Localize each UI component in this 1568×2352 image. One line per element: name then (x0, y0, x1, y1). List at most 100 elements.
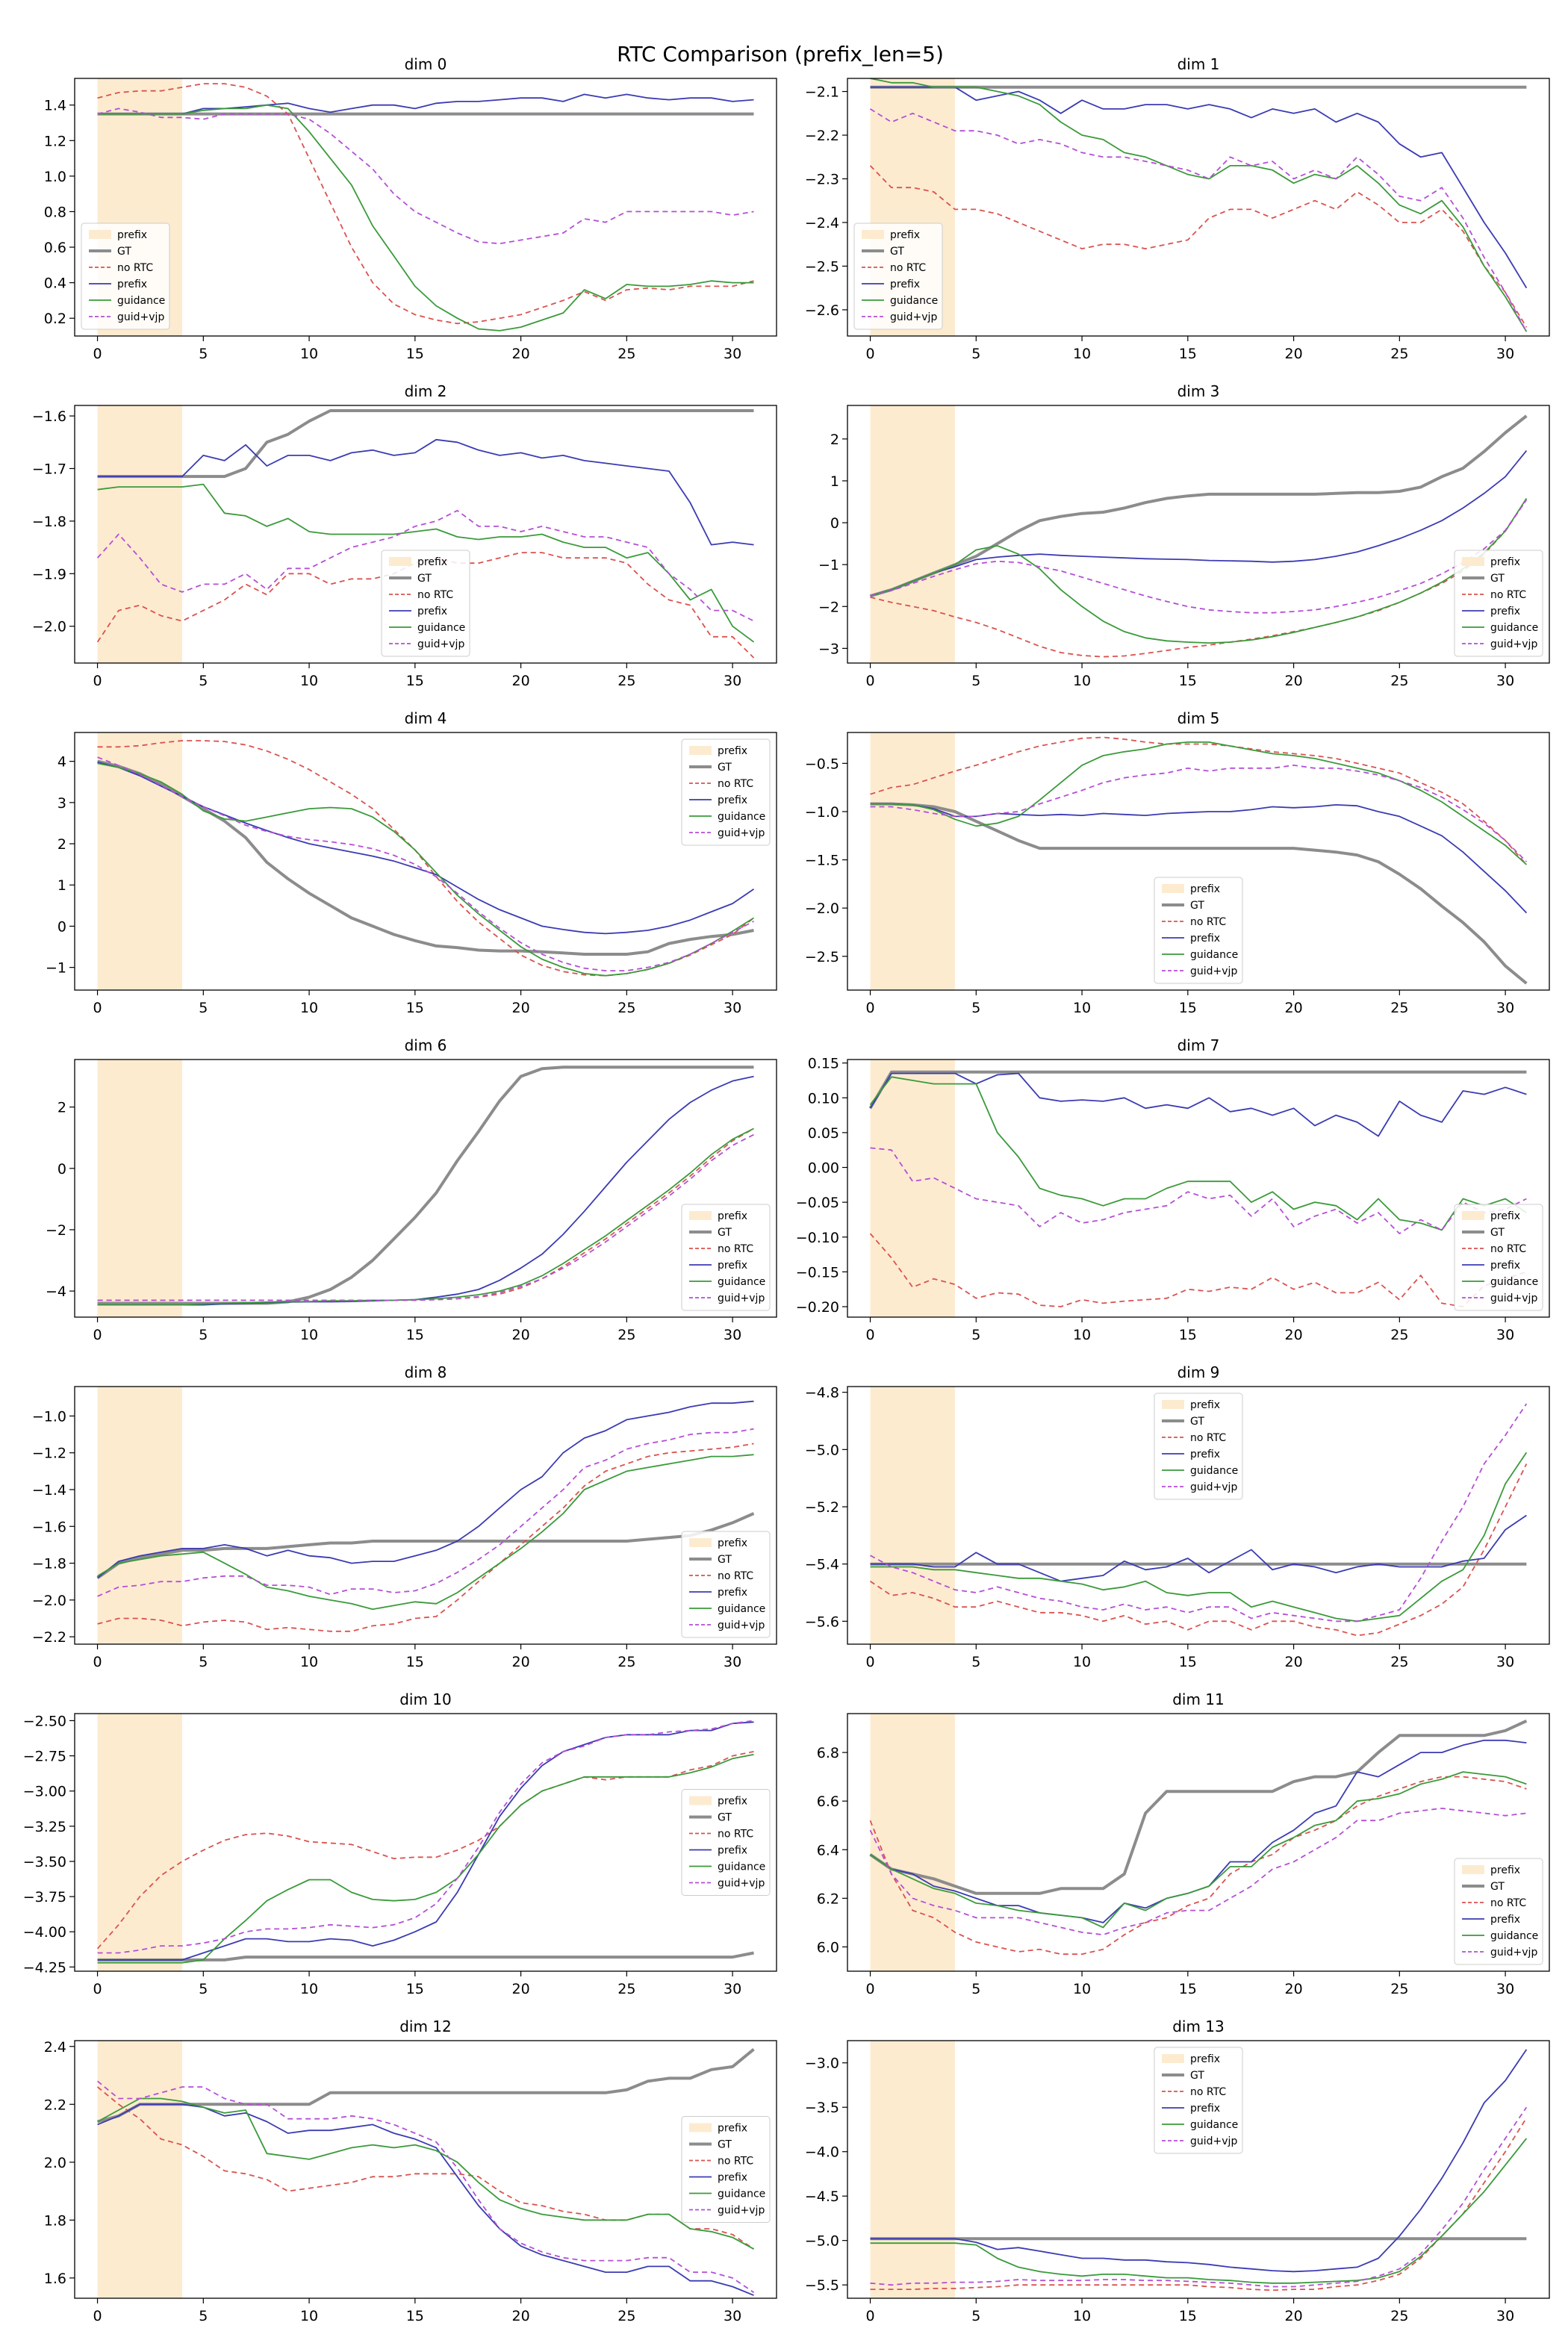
y-tick-label: −2.6 (805, 302, 839, 319)
y-tick-label: 1.0 (44, 169, 66, 185)
y-tick-label: −2.0 (32, 619, 66, 635)
y-tick-label: 2.4 (44, 2039, 66, 2056)
x-tick-label: 5 (971, 346, 980, 362)
x-tick-label: 15 (406, 2308, 424, 2324)
x-tick-label: 10 (1073, 1654, 1091, 1670)
y-tick-label: −5.6 (805, 1614, 839, 1630)
legend-label: guid+vjp (718, 827, 765, 839)
x-tick-label: 5 (971, 673, 980, 689)
legend: prefix GT no RTC prefix guidance guid+vjp (81, 223, 170, 330)
x-tick-label: 25 (617, 346, 635, 362)
x-tick-label: 0 (93, 2308, 102, 2324)
x-tick-label: 10 (300, 1981, 318, 1997)
x-tick-label: 25 (617, 2308, 635, 2324)
series-line-guid-vjp (96, 509, 754, 622)
subplot-2: dim 2 0 5 10 15 20 25 30 −2.0 −1.9 −1.8 −1.7 −1.6 pre… (32, 382, 777, 689)
series-line-guidance (97, 1753, 754, 1964)
series-line-prefix (97, 438, 754, 546)
legend-label: no RTC (417, 589, 453, 601)
y-tick-label: 0.4 (44, 276, 66, 292)
legend-label: GT (1190, 1416, 1204, 1428)
y-tick-label: −0.20 (796, 1299, 839, 1316)
legend-label: prefix (417, 556, 447, 568)
legend-label: guidance (117, 295, 165, 307)
subplot-title: dim 3 (1177, 382, 1220, 400)
prefix-band (97, 1387, 182, 1644)
legend-label: prefix (718, 1260, 747, 1272)
prefix-band (870, 1714, 955, 1971)
y-tick-label: −1 (818, 557, 839, 573)
legend-label: no RTC (1490, 589, 1526, 601)
legend-label: no RTC (718, 1243, 753, 1255)
legend-label: GT (1190, 900, 1204, 912)
y-tick-label: −3.25 (23, 1819, 66, 1835)
x-tick-label: 30 (724, 1981, 741, 1997)
legend-label: guid+vjp (1190, 2135, 1237, 2147)
legend-label: guid+vjp (1190, 965, 1237, 977)
y-tick-label: −2.2 (805, 128, 839, 144)
legend-label: prefix (718, 1210, 747, 1222)
axes-frame (847, 1386, 1550, 1645)
subplot-10: dim 10 0 5 10 15 20 25 30 −4.25 −4.00 −3.75 −3.50 −3… (23, 1690, 777, 1997)
y-tick-label: −5.0 (805, 1442, 839, 1458)
legend-label: prefix (890, 229, 920, 241)
legend-label: no RTC (718, 2156, 753, 2168)
legend-label: prefix (890, 279, 920, 290)
y-tick-label: 0.2 (44, 311, 66, 327)
y-tick-label: 6.2 (817, 1891, 839, 1907)
series-line-gt (97, 2048, 755, 2124)
legend-swatch (89, 230, 111, 239)
y-tick-label: −1.2 (32, 1446, 66, 1462)
x-tick-label: 0 (93, 1654, 102, 1670)
x-tick-label: 20 (1284, 346, 1302, 362)
legend-label: guidance (1490, 1276, 1538, 1288)
legend-label: prefix (1490, 606, 1520, 617)
legend-label: prefix (1190, 2053, 1220, 2065)
y-tick-label: −2.75 (23, 1749, 66, 1765)
y-tick-label: −1.5 (805, 853, 839, 869)
series-line-prefix (97, 2103, 754, 2296)
subplot-0: dim 0 0 5 10 15 20 25 30 0.2 0.4 0.6 0.8 1.0 1.2 1.4 pr… (44, 55, 777, 362)
y-tick-label: −1.0 (805, 804, 839, 821)
legend-label: prefix (1190, 2103, 1220, 2115)
x-tick-label: 30 (724, 346, 741, 362)
x-tick-label: 30 (1496, 346, 1514, 362)
prefix-band (97, 732, 182, 990)
x-tick-label: 15 (1179, 346, 1197, 362)
subplot-9: dim 9 0 5 10 15 20 25 30 −5.6 −5.4 −5.2 −5.0 −4.8 pre… (805, 1363, 1550, 1670)
axes-frame (847, 1059, 1550, 1318)
x-tick-label: 15 (406, 673, 424, 689)
y-tick-label: −5.5 (805, 2277, 839, 2294)
subplot-title: dim 13 (1172, 2017, 1225, 2035)
axes-frame (847, 405, 1550, 664)
series-line-guidance (869, 1076, 1527, 1231)
series-line-gt (869, 1719, 1528, 1895)
legend-label: guidance (718, 1603, 765, 1615)
y-tick-label: −2.0 (805, 900, 839, 917)
legend-label: prefix (1490, 556, 1520, 568)
legend-label: guid+vjp (718, 1878, 765, 1890)
legend-label: prefix (117, 229, 147, 241)
y-tick-label: −4.00 (23, 1924, 66, 1941)
legend: prefix GT no RTC prefix guidance guid+vjp (1454, 550, 1543, 657)
y-tick-label: 6.4 (817, 1842, 839, 1858)
series-line-prefix (97, 1721, 754, 1961)
x-tick-label: 10 (300, 673, 318, 689)
x-tick-label: 25 (1390, 346, 1408, 362)
subplot-13: dim 13 0 5 10 15 20 25 30 −5.5 −5.0 −4.5 −4.0 −3.5 −3… (805, 2017, 1550, 2324)
series-line-guid-vjp (97, 756, 754, 971)
x-tick-label: 0 (93, 1981, 102, 1997)
y-tick-label: −2.5 (805, 258, 839, 275)
x-tick-label: 0 (866, 1981, 875, 1997)
x-tick-label: 15 (1179, 673, 1197, 689)
legend-label: guidance (417, 622, 465, 634)
legend-swatch (689, 1211, 712, 1220)
x-tick-label: 15 (1179, 1654, 1197, 1670)
x-tick-label: 10 (300, 1000, 318, 1016)
series-line-gt (97, 759, 754, 956)
y-tick-label: −4.0 (805, 2144, 839, 2161)
y-tick-label: 0 (830, 515, 839, 532)
x-tick-label: 5 (199, 1654, 208, 1670)
